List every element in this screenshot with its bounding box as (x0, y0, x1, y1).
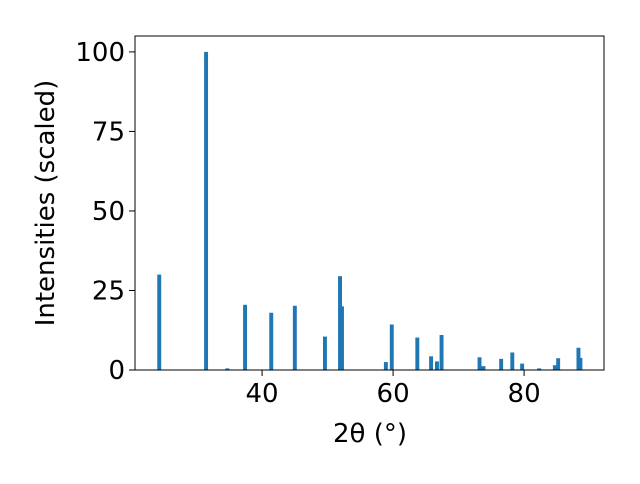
bar (383, 362, 388, 370)
bar (477, 357, 482, 370)
bar (415, 337, 420, 370)
bar (429, 356, 434, 370)
bar (269, 312, 274, 370)
y-tick-label: 75 (92, 117, 125, 147)
bar (556, 358, 561, 370)
x-tick-label: 60 (377, 379, 410, 409)
bar (578, 357, 583, 370)
x-axis-label: 2θ (°) (333, 419, 407, 449)
bar (157, 274, 162, 370)
bar (340, 306, 344, 370)
bar (439, 335, 444, 370)
y-tick-label: 0 (108, 356, 125, 386)
bar (537, 368, 542, 370)
bar (292, 305, 297, 370)
y-axis-label: Intensities (scaled) (31, 80, 61, 327)
bar (510, 352, 515, 370)
bar (322, 336, 327, 370)
x-tick-label: 80 (508, 379, 541, 409)
bar (225, 368, 230, 370)
bar (389, 324, 394, 370)
y-tick-label: 25 (92, 276, 125, 306)
bar (435, 361, 439, 370)
y-tick-label: 50 (92, 197, 125, 227)
bar (552, 365, 557, 370)
plot-frame (134, 35, 605, 371)
bar (204, 51, 209, 371)
bar (243, 304, 248, 370)
x-tick-label: 40 (246, 379, 279, 409)
bar (481, 366, 486, 370)
y-tick-label: 100 (75, 38, 125, 68)
bar (520, 363, 525, 370)
bar (499, 358, 504, 370)
